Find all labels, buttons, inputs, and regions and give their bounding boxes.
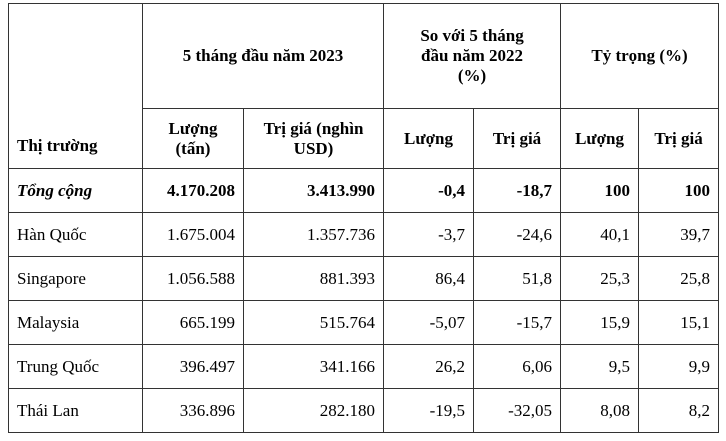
value-cell: -18,7: [473, 168, 562, 213]
header-row: Thị trường 5 tháng đầu năm 2023 So với 5…: [8, 3, 720, 169]
value-cell: 1.056.588: [142, 256, 244, 301]
value-cell: 8,08: [560, 388, 640, 433]
value-cell: -32,05: [473, 388, 562, 433]
table-row: Singapore 1.056.588 881.393 86,4 51,8 25,3 25,…: [8, 256, 720, 301]
table-row: Trung Quốc 396.497 341.166 26,2 6,06 9,5 9,9: [8, 344, 720, 389]
value-cell: 25,8: [638, 256, 720, 301]
value-cell: 9,9: [638, 344, 720, 389]
value-cell: 25,3: [560, 256, 640, 301]
value-cell: 40,1: [560, 212, 640, 257]
value-cell: 282.180: [242, 388, 385, 433]
table-body: Tổng cộng 4.170.208 3.413.990 -0,4 -18,7 100 1…: [8, 168, 720, 433]
header-cell: Trị giá (nghìn USD): [242, 108, 385, 169]
value-cell: -5,07: [383, 300, 475, 345]
data-table: Thị trường 5 tháng đầu năm 2023 So với 5…: [8, 3, 720, 433]
header-cell: Trị giá: [473, 108, 562, 169]
value-cell: 1.357.736: [242, 212, 385, 257]
header-cell: Lượng (tấn): [142, 108, 244, 169]
header-cell: Trị giá: [638, 108, 720, 169]
header-cell: So với 5 tháng đầu năm 2022 (%): [383, 3, 562, 109]
value-cell: 665.199: [142, 300, 244, 345]
value-cell: 8,2: [638, 388, 720, 433]
header-cell: Lượng: [383, 108, 475, 169]
market-cell: Singapore: [8, 256, 143, 301]
header-cell: Thị trường: [8, 3, 143, 169]
value-cell: 100: [638, 168, 720, 213]
value-cell: 881.393: [242, 256, 385, 301]
value-cell: -19,5: [383, 388, 475, 433]
value-cell: 86,4: [383, 256, 475, 301]
market-cell: Malaysia: [8, 300, 143, 345]
market-cell: Trung Quốc: [8, 344, 143, 389]
header-cell: Lượng: [560, 108, 640, 169]
value-cell: 1.675.004: [142, 212, 244, 257]
value-cell: -15,7: [473, 300, 562, 345]
market-cell: Tổng cộng: [8, 168, 143, 213]
value-cell: 396.497: [142, 344, 244, 389]
header-row: Lượng (tấn) Trị giá (nghìn USD) Lượng Tr…: [9, 108, 720, 169]
value-cell: 26,2: [383, 344, 475, 389]
value-cell: 3.413.990: [242, 168, 385, 213]
value-cell: 39,7: [638, 212, 720, 257]
table-row: Tổng cộng 4.170.208 3.413.990 -0,4 -18,7 100 1…: [8, 168, 720, 213]
header-cell: Tỷ trọng (%): [560, 3, 720, 109]
value-cell: 15,9: [560, 300, 640, 345]
value-cell: -3,7: [383, 212, 475, 257]
value-cell: 515.764: [242, 300, 385, 345]
header-cell: 5 tháng đầu năm 2023: [141, 3, 385, 109]
table-row: Thái Lan 336.896 282.180 -19,5 -32,05 8,08 8,2: [8, 388, 720, 433]
table-row: Malaysia 665.199 515.764 -5,07 -15,7 15,9 15,1: [8, 300, 720, 345]
value-cell: -0,4: [383, 168, 475, 213]
value-cell: 336.896: [142, 388, 244, 433]
value-cell: -24,6: [473, 212, 562, 257]
value-cell: 4.170.208: [142, 168, 244, 213]
value-cell: 341.166: [242, 344, 385, 389]
value-cell: 51,8: [473, 256, 562, 301]
table-row: Hàn Quốc 1.675.004 1.357.736 -3,7 -24,6 40,1 3…: [8, 212, 720, 257]
value-cell: 15,1: [638, 300, 720, 345]
market-cell: Hàn Quốc: [8, 212, 143, 257]
value-cell: 6,06: [473, 344, 562, 389]
value-cell: 9,5: [560, 344, 640, 389]
market-cell: Thái Lan: [8, 388, 143, 433]
value-cell: 100: [560, 168, 640, 213]
